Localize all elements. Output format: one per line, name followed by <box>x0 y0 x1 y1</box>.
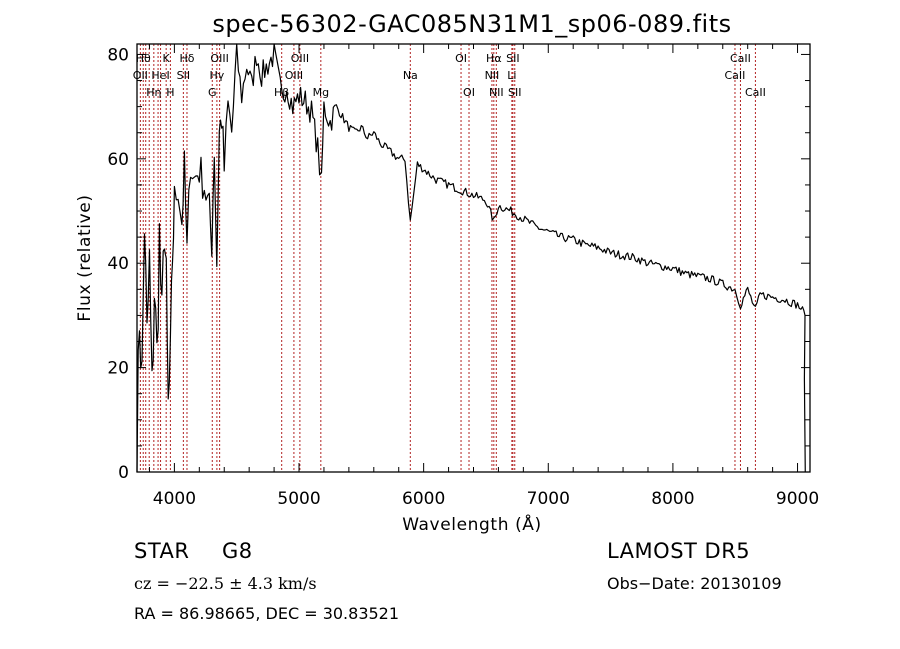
spectral-line-label: SII <box>177 69 190 82</box>
spectral-line-label: H <box>166 86 174 99</box>
spectral-line-markers <box>139 44 756 472</box>
spectral-line-label: NII <box>489 86 504 99</box>
object-subclass: G8 <box>222 539 253 563</box>
spectral-line-label: CaII <box>730 52 751 65</box>
spectral-line-labels: OIIHθHηHeIKHSIIHδGHγOIIIHβOIIIOIIIMgNaOI… <box>133 52 766 99</box>
spectral-line-label: Hδ <box>179 52 194 65</box>
x-tick-label: 7000 <box>527 489 570 509</box>
y-tick-label: 60 <box>107 150 129 170</box>
spectral-line-label: SII <box>506 52 519 65</box>
spectral-line-label: Hθ <box>136 52 151 65</box>
x-tick-label: 6000 <box>402 489 445 509</box>
spectral-line-label: Hη <box>146 86 161 99</box>
plot-frame <box>136 43 811 473</box>
spectral-line-label: CaII <box>725 69 746 82</box>
spectral-line-label: CaII <box>745 86 766 99</box>
spectral-line-label: OI <box>463 86 475 99</box>
x-tick-label: 5000 <box>277 489 320 509</box>
spectral-line-label: Hγ <box>209 69 224 82</box>
spectral-line-label: SII <box>508 86 521 99</box>
y-tick-label: 40 <box>107 254 129 274</box>
spectral-line-label: Hα <box>486 52 502 65</box>
spectral-line-label: OI <box>455 52 467 65</box>
survey-name: LAMOST DR5 <box>607 539 751 563</box>
spectral-line-label: Mg <box>313 86 329 99</box>
x-tick-label: 9000 <box>776 489 819 509</box>
object-class: STAR <box>134 539 190 563</box>
spectral-line-label: K <box>163 52 171 65</box>
observation-date: Obs−Date: 20130109 <box>607 574 782 593</box>
spectral-line-label: NII <box>485 69 500 82</box>
spectral-line-label: HeI <box>151 69 169 82</box>
x-axis-label: Wavelength (Å) <box>402 513 542 535</box>
y-tick-label: 0 <box>118 463 129 483</box>
spectrum-series-line <box>136 43 806 473</box>
spectral-line-label: Na <box>403 69 418 82</box>
chart-title: spec-56302-GAC085N31M1_sp06-089.fits <box>212 10 731 38</box>
axis-ticks: 4000 5000 6000 7000 8000 9000 0 20 40 60 80 <box>107 44 819 509</box>
spectral-line-label: OIII <box>291 52 309 65</box>
spectral-line-label: OIII <box>285 69 303 82</box>
spectral-line-label: G <box>208 86 217 99</box>
y-tick-label: 80 <box>107 45 129 65</box>
coordinates: RA = 86.98665, DEC = 30.83521 <box>134 604 400 623</box>
redshift-velocity: cz = −22.5 ± 4.3 km/s <box>134 574 317 593</box>
x-tick-label: 8000 <box>651 489 694 509</box>
spectral-line-label: Li <box>507 69 516 82</box>
x-tick-label: 4000 <box>153 489 196 509</box>
spectral-line-label: OIII <box>210 52 228 65</box>
y-axis-label: Flux (relative) <box>75 194 95 321</box>
y-tick-label: 20 <box>107 359 129 379</box>
